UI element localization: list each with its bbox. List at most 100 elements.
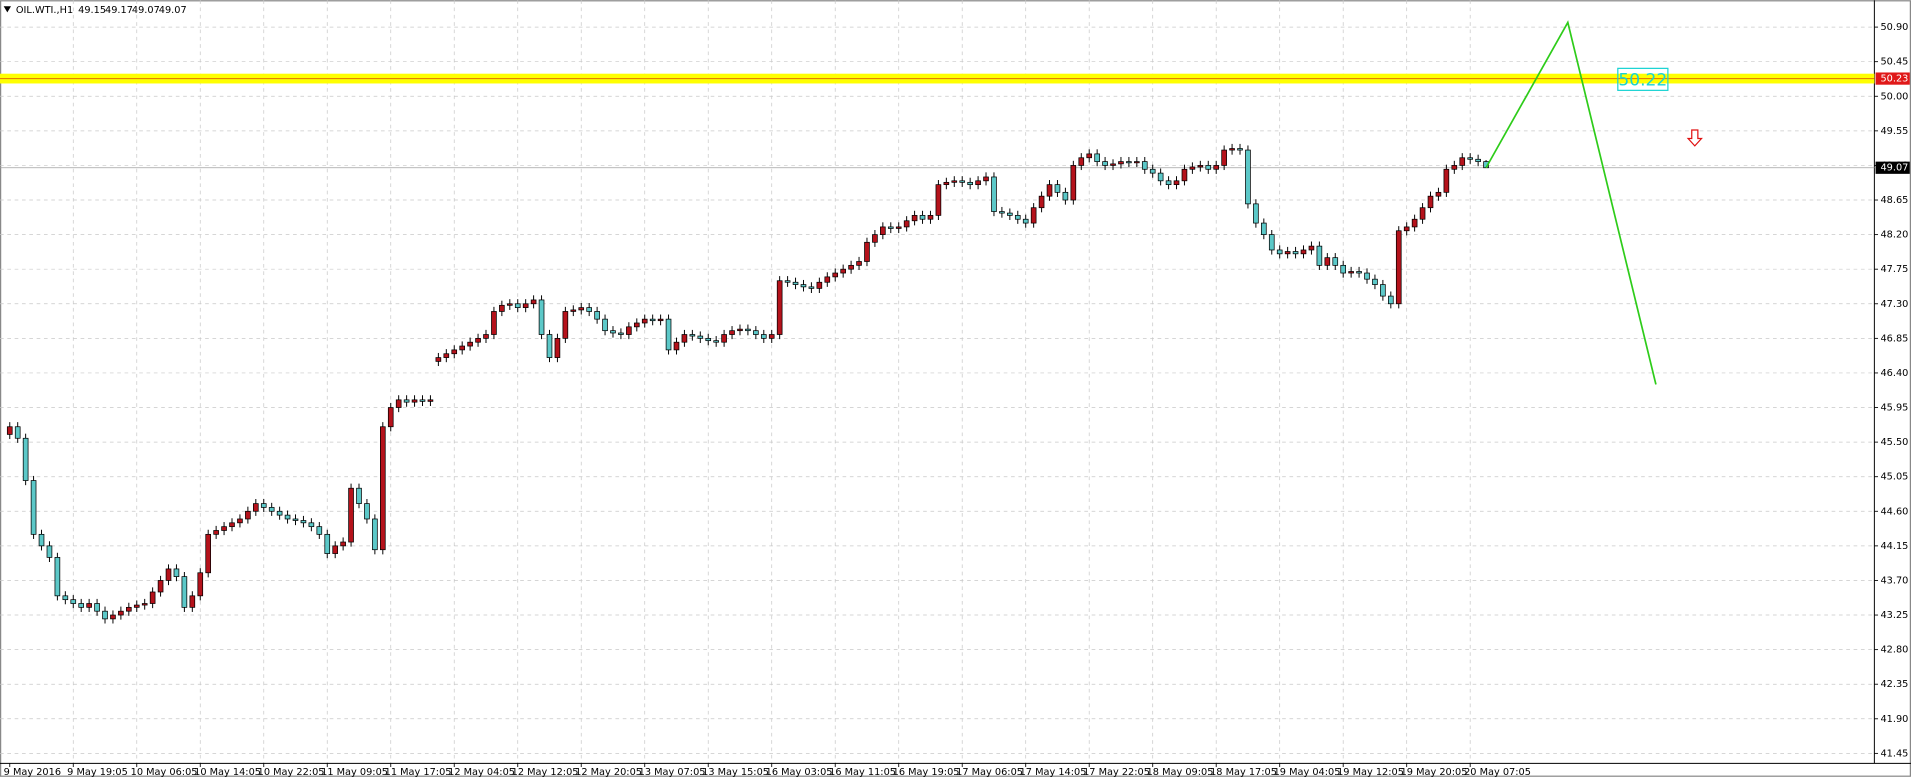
candle-body: [292, 518, 299, 521]
candle-body: [276, 510, 283, 516]
candle-body: [181, 576, 188, 608]
candle-body: [133, 604, 140, 608]
y-tick-label: 44.15: [1880, 541, 1908, 552]
candle-body: [356, 487, 362, 504]
header-high: 49.17: [105, 5, 133, 16]
y-tick-label: 42.35: [1880, 679, 1908, 690]
candle-body: [776, 280, 783, 335]
y-tick-label: 41.90: [1880, 714, 1908, 725]
candle-body: [94, 603, 100, 612]
candle-body: [681, 334, 688, 343]
candle-body: [856, 261, 862, 266]
candle-body: [1268, 234, 1275, 251]
candle-body: [1332, 257, 1339, 266]
candle-body: [1022, 218, 1029, 224]
candle-body: [149, 591, 156, 604]
candle-body: [618, 332, 624, 335]
candle-body: [959, 180, 966, 183]
price-label: 49.07: [1880, 163, 1908, 174]
candle-body: [768, 334, 775, 339]
candle-body: [205, 533, 212, 574]
candle-body: [887, 226, 894, 229]
candle-body: [530, 299, 537, 305]
candle-body: [570, 309, 577, 312]
candle-body: [467, 341, 473, 347]
candle-body: [189, 595, 196, 608]
price-box-label: 50.22: [1618, 71, 1667, 91]
x-tick-label: 13 May 15:05: [702, 767, 769, 777]
x-tick-label: 13 May 07:05: [639, 767, 706, 777]
candle-body: [705, 337, 712, 342]
candle-body: [1181, 168, 1188, 182]
candle-body: [633, 322, 640, 328]
candle-body: [800, 284, 807, 288]
candle-body: [816, 281, 823, 289]
x-tick-label: 18 May 17:05: [1210, 767, 1277, 777]
x-tick-label: 11 May 17:05: [385, 767, 452, 777]
y-tick-label: 43.25: [1880, 610, 1908, 621]
candle-body: [951, 180, 958, 183]
y-tick-label: 46.85: [1880, 333, 1908, 344]
candle-body: [1134, 161, 1140, 164]
candle-body: [872, 234, 878, 243]
candle-body: [126, 606, 132, 612]
candle-body: [1411, 218, 1418, 228]
candle-body: [665, 318, 672, 351]
header-close: 49.07: [159, 5, 187, 16]
candle-body: [14, 426, 21, 439]
x-tick-label: 17 May 22:05: [1083, 767, 1150, 777]
candle-body: [197, 572, 204, 597]
x-tick-label: 12 May 04:05: [448, 767, 515, 777]
candle-body: [578, 307, 585, 311]
candle-body: [173, 568, 180, 577]
candle-body: [1340, 264, 1347, 274]
candle-body: [245, 510, 251, 520]
candle-body: [657, 318, 664, 322]
candle-body: [1364, 272, 1370, 280]
x-tick-label: 16 May 03:05: [766, 767, 833, 777]
candle-body: [903, 220, 910, 228]
candle-body: [1110, 163, 1116, 166]
candle-body: [372, 518, 378, 551]
candle-body: [1403, 226, 1410, 232]
candle-body: [602, 318, 608, 332]
candle-body: [522, 303, 529, 308]
forecast-line: [1485, 20, 1657, 385]
y-tick-label: 41.45: [1880, 748, 1908, 759]
candle-body: [340, 541, 346, 547]
header-open: 49.15: [78, 5, 106, 16]
candle-body: [229, 522, 235, 528]
x-tick-label: 12 May 20:05: [575, 767, 642, 777]
candle-body: [22, 437, 29, 481]
candle-body: [1102, 161, 1108, 166]
y-tick-label: 45.05: [1880, 472, 1908, 483]
y-tick-label: 45.50: [1880, 437, 1908, 448]
x-tick-label: 20 May 07:05: [1464, 767, 1531, 777]
candle-body: [832, 272, 839, 278]
candle-body: [864, 241, 870, 262]
candle-body: [387, 407, 394, 428]
candle-body: [1165, 180, 1172, 186]
candle-body: [1086, 153, 1093, 159]
candle-body: [1427, 195, 1434, 209]
candle-body: [1253, 203, 1259, 224]
candle-body: [697, 335, 704, 339]
candle-body: [514, 303, 521, 308]
candle-body: [760, 334, 767, 339]
candle-body: [729, 330, 735, 335]
candle-body: [911, 215, 918, 222]
candle-body: [610, 330, 616, 334]
candle-body: [538, 299, 545, 335]
candle-body: [78, 603, 85, 608]
candle-body: [983, 176, 989, 182]
candle-body: [1014, 215, 1021, 220]
candle-body: [102, 610, 108, 620]
candle-body: [483, 334, 489, 339]
candle-body: [1451, 165, 1458, 170]
candle-body: [1205, 165, 1212, 170]
candle-body: [1475, 158, 1481, 162]
candle-body: [546, 334, 553, 358]
sell-arrow: [1686, 129, 1703, 147]
candle-body: [792, 281, 799, 285]
